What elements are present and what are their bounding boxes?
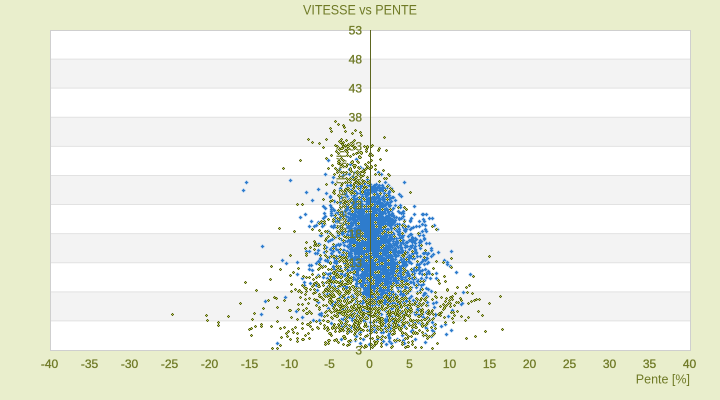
svg-text:40: 40 bbox=[683, 357, 697, 371]
svg-text:43: 43 bbox=[349, 82, 363, 96]
svg-text:VITESSE vs PENTE: VITESSE vs PENTE bbox=[303, 3, 417, 18]
svg-text:-40: -40 bbox=[41, 357, 59, 371]
svg-text:5: 5 bbox=[406, 357, 413, 371]
svg-text:35: 35 bbox=[643, 357, 657, 371]
svg-text:48: 48 bbox=[349, 52, 363, 66]
svg-text:0: 0 bbox=[366, 357, 373, 371]
svg-text:-10: -10 bbox=[281, 357, 299, 371]
svg-text:15: 15 bbox=[483, 357, 497, 371]
svg-text:30: 30 bbox=[603, 357, 617, 371]
svg-text:-5: -5 bbox=[324, 357, 335, 371]
svg-text:-25: -25 bbox=[161, 357, 179, 371]
svg-text:38: 38 bbox=[349, 111, 363, 125]
svg-text:-35: -35 bbox=[81, 357, 99, 371]
svg-text:-30: -30 bbox=[121, 357, 139, 371]
svg-text:20: 20 bbox=[523, 357, 537, 371]
svg-text:13: 13 bbox=[349, 256, 363, 270]
svg-text:3: 3 bbox=[355, 344, 362, 358]
svg-text:10: 10 bbox=[443, 357, 457, 371]
svg-text:53: 53 bbox=[349, 23, 363, 37]
svg-text:-20: -20 bbox=[201, 357, 219, 371]
svg-text:Pente [%]: Pente [%] bbox=[636, 373, 690, 387]
svg-text:-15: -15 bbox=[241, 357, 259, 371]
svg-text:25: 25 bbox=[563, 357, 577, 371]
svg-text:18: 18 bbox=[349, 227, 363, 241]
